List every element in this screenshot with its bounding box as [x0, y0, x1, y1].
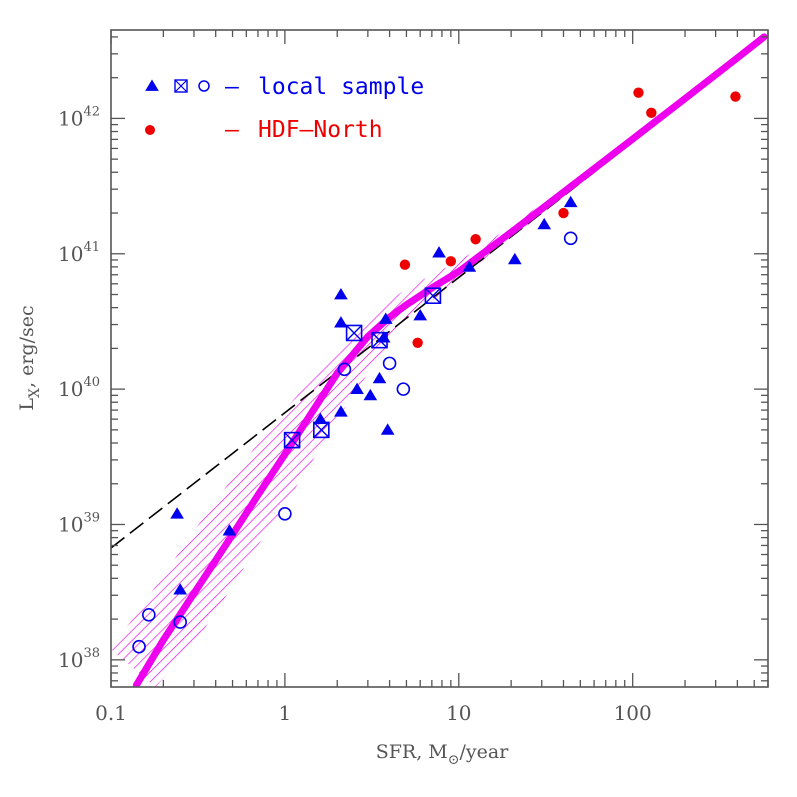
legend-dash-hdf: –: [225, 117, 239, 143]
y-axis-label: LX, erg/sec: [16, 305, 43, 410]
axis-ticks: [110, 30, 769, 687]
data-point-boxed-x: [371, 331, 388, 349]
data-point-triangle: [372, 371, 387, 384]
y-tick-label: 1038: [58, 646, 100, 672]
x-tick-label: 0.1: [95, 701, 127, 725]
uncertainty-band: [111, 35, 765, 687]
legend-symbol-filled-circle: [145, 125, 155, 135]
data-point-triangle: [432, 246, 446, 258]
data-point-triangle: [173, 583, 188, 595]
data-point-triangle: [413, 308, 428, 321]
y-tick-label: 1042: [58, 104, 100, 130]
y-tick-labels: 1038 1039 1040 1041 1042: [58, 104, 100, 671]
data-point-boxed-x: [345, 324, 363, 342]
data-point-triangle: [563, 195, 578, 208]
data-point-filled-circle: [399, 259, 411, 270]
data-point-open-circle: [382, 356, 397, 371]
dashed-relation-line: [111, 36, 768, 549]
legend-symbol-boxed-x: [174, 79, 188, 93]
data-point-open-circle: [142, 608, 156, 622]
data-point-open-circle: [278, 506, 292, 521]
data-point-filled-circle: [412, 337, 423, 348]
data-point-triangle: [350, 382, 364, 395]
x-tick-label: 100: [614, 701, 652, 725]
data-point-triangle: [222, 524, 237, 536]
data-point-triangle: [378, 312, 393, 324]
legend-label-hdf: HDF–North: [258, 117, 383, 143]
data-point-triangle: [363, 388, 378, 401]
legend-dash-local: –: [225, 74, 239, 100]
legend-symbol-triangle: [145, 79, 159, 91]
data-point-triangle: [380, 423, 395, 435]
data-point-open-circle: [173, 615, 187, 629]
legend-symbols-hdf: [145, 125, 155, 135]
data-point-boxed-x: [313, 421, 330, 439]
data-point-filled-circle: [558, 207, 569, 219]
data-point-filled-circle: [445, 256, 457, 267]
data-point-open-circle: [337, 362, 352, 377]
x-tick-label: 10: [446, 701, 471, 725]
data-point-triangle: [334, 316, 348, 328]
legend-label-local: local sample: [258, 74, 424, 100]
x-axis-label: SFR, M⊙/year: [376, 741, 509, 768]
data-point-filled-circle: [470, 234, 481, 245]
hatched-band: [111, 35, 765, 687]
data-point-triangle: [313, 412, 328, 425]
legend: – local sample – HDF–North: [145, 74, 424, 143]
data-point-triangle: [507, 252, 522, 265]
data-point-boxed-x: [283, 431, 301, 449]
data-point-boxed-x: [424, 287, 442, 305]
y-tick-label: 1041: [58, 240, 100, 266]
data-point-triangle: [537, 217, 552, 230]
data-points: [132, 87, 741, 654]
legend-symbols-local: [145, 79, 210, 93]
plot-frame: [110, 29, 769, 688]
x-tick-label: 1: [279, 701, 292, 725]
data-point-open-circle: [396, 382, 411, 396]
y-tick-label: 1040: [58, 375, 100, 401]
data-point-triangle: [170, 507, 184, 519]
data-point-triangle: [334, 288, 348, 300]
data-point-filled-circle: [633, 87, 644, 98]
data-point-open-circle: [563, 231, 578, 246]
data-point-filled-circle: [730, 91, 741, 102]
data-point-triangle: [462, 260, 477, 272]
y-tick-label: 1039: [58, 510, 100, 536]
data-point-open-circle: [132, 639, 146, 654]
legend-symbol-open-circle: [198, 80, 210, 92]
data-point-filled-circle: [646, 107, 657, 119]
x-tick-labels: 0.1 1 10 100: [95, 701, 652, 725]
data-point-triangle: [334, 405, 348, 417]
